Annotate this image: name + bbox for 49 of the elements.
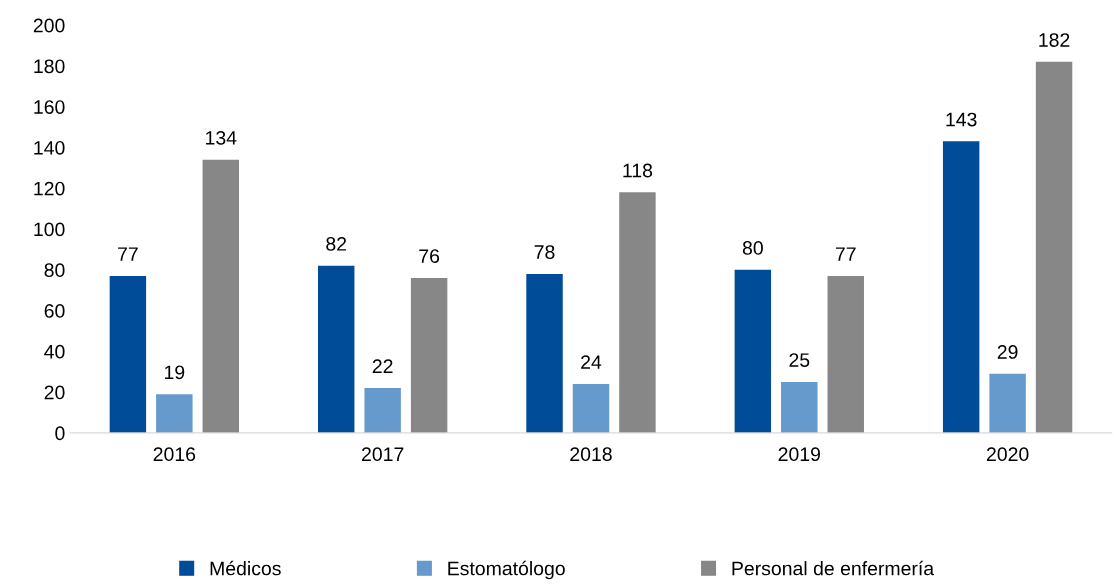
y-tick-label: 0 xyxy=(55,426,65,441)
x-tick-label: 2020 xyxy=(986,447,1029,462)
bar xyxy=(619,192,656,433)
bar xyxy=(109,275,147,433)
legend-label: Personal de enfermería xyxy=(732,560,935,576)
data-label: 19 xyxy=(165,365,185,380)
data-label: 24 xyxy=(581,355,602,369)
y-tick-label: 120 xyxy=(34,181,65,196)
x-tick-label: 2019 xyxy=(778,447,820,462)
bar xyxy=(734,269,772,433)
data-label: 143 xyxy=(946,112,977,127)
data-label: 134 xyxy=(206,130,237,145)
x-tick-label: 2016 xyxy=(153,447,196,462)
y-tick-label: 160 xyxy=(34,100,65,114)
bar xyxy=(827,275,864,433)
data-label: 80 xyxy=(742,241,763,255)
data-label: 77 xyxy=(835,247,856,261)
y-tick-label: 100 xyxy=(34,222,65,237)
bar xyxy=(572,383,610,433)
data-label: 82 xyxy=(326,237,347,251)
legend-label: Médicos xyxy=(210,560,281,576)
y-tick-label: 180 xyxy=(34,59,65,74)
data-label: 25 xyxy=(789,353,810,367)
x-tick-label: 2017 xyxy=(362,447,404,462)
bar xyxy=(410,277,448,433)
data-label: 78 xyxy=(534,245,555,259)
bar xyxy=(364,388,401,433)
y-tick-label: 140 xyxy=(34,140,65,155)
x-tick-label: 2018 xyxy=(570,447,612,462)
legend-label: Estomatólogo xyxy=(448,560,565,580)
bar xyxy=(156,394,193,433)
bar xyxy=(317,265,355,433)
data-label: 118 xyxy=(623,163,653,178)
bar xyxy=(781,381,818,433)
y-tick-label: 60 xyxy=(44,304,65,318)
data-label: 77 xyxy=(118,247,138,261)
data-label: 76 xyxy=(419,249,440,263)
data-label: 182 xyxy=(1039,33,1070,47)
y-tick-label: 40 xyxy=(44,344,65,359)
data-label: 22 xyxy=(372,359,393,373)
bar xyxy=(1035,61,1073,433)
data-label: 29 xyxy=(997,345,1018,359)
y-tick-label: 80 xyxy=(44,263,65,278)
bar xyxy=(202,159,240,433)
y-tick-label: 200 xyxy=(33,18,65,33)
bar xyxy=(942,141,980,433)
y-tick-label: 20 xyxy=(44,385,65,400)
bar xyxy=(989,373,1026,433)
bar xyxy=(526,273,563,433)
